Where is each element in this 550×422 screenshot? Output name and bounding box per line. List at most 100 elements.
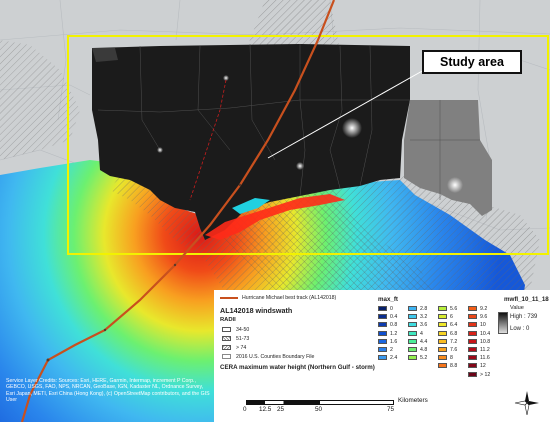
maxft-label: 4 xyxy=(420,330,423,337)
maxft-swatch xyxy=(468,330,477,336)
maxft-label: 7.6 xyxy=(450,347,458,353)
maxft-label: > 12 xyxy=(480,371,491,378)
maxft-label: 5.6 xyxy=(450,306,458,312)
study-area-raster xyxy=(92,44,410,240)
bay-inundation xyxy=(232,198,270,214)
city-lights-small-3 xyxy=(157,147,163,153)
maxft-label: 2.8 xyxy=(420,306,428,312)
maxft-swatch xyxy=(438,330,447,336)
attribution-text: Service Layer Credits: Sources: Esri, HE… xyxy=(6,378,210,403)
raster-gray-block xyxy=(404,100,492,216)
maxft-label: 10.8 xyxy=(480,338,491,345)
legend-best-track: Hurricane Michael best track (AL142018) xyxy=(242,295,337,301)
maxft-swatch xyxy=(468,355,477,361)
north-arrow-icon xyxy=(514,391,539,416)
track-point xyxy=(46,358,50,362)
maxft-label: 4.8 xyxy=(420,347,428,353)
raster-gray-north xyxy=(92,48,118,62)
maxft-swatch xyxy=(468,322,477,328)
maxft-label: 8 xyxy=(450,355,453,362)
maxft-label: 6.4 xyxy=(450,322,458,329)
radii-swatch-74 xyxy=(222,345,231,350)
maxft-swatch xyxy=(438,355,447,361)
maxft-swatch xyxy=(438,314,447,320)
maxft-label: 11.2 xyxy=(480,347,490,353)
radii-swatch-34 xyxy=(222,327,231,332)
track-points xyxy=(46,183,242,362)
maxft-swatch xyxy=(378,314,387,320)
maxft-label: 3.2 xyxy=(420,314,428,321)
maxft-label: 0.8 xyxy=(390,322,398,329)
maxft-label: 0.4 xyxy=(390,314,398,321)
radii-swatch-51 xyxy=(222,336,231,341)
maxft-label: 3.6 xyxy=(420,322,428,329)
maxft-label: 12 xyxy=(480,363,486,370)
city-lights-small-1 xyxy=(296,162,304,170)
maxft-swatch xyxy=(408,306,417,311)
city-lights-tallahassee xyxy=(342,118,362,138)
city-lights-small-2 xyxy=(223,75,229,81)
radii-label-0: 34-50 xyxy=(236,327,250,333)
callout-leader xyxy=(267,69,425,159)
maxft-label: 9.6 xyxy=(480,314,488,321)
maxft-swatch xyxy=(408,322,417,328)
maxft-label: 6 xyxy=(450,314,453,321)
maxft-label: 4.4 xyxy=(420,338,428,345)
maxft-swatch xyxy=(408,338,417,344)
maxft-swatch xyxy=(468,314,477,320)
wind-radii-left xyxy=(0,40,80,160)
maxft-label: 6.8 xyxy=(450,330,458,337)
forecast-track xyxy=(189,79,227,201)
scale-tick-0: 0 xyxy=(243,406,247,413)
study-area-label: Study area xyxy=(440,55,504,69)
maxft-label: 9.2 xyxy=(480,306,488,312)
maxft-swatch xyxy=(378,347,387,352)
maxft-swatch xyxy=(438,338,447,344)
legend-raster-title: mwfl_10_11_18 xyxy=(504,296,549,303)
maxft-swatch xyxy=(468,306,477,311)
maxft-swatch xyxy=(438,363,447,369)
legend-counties: 2016 U.S. Counties Boundary File xyxy=(236,354,315,360)
county-boundaries xyxy=(97,43,480,200)
maxft-swatch xyxy=(468,338,477,344)
track-point xyxy=(173,263,177,267)
city-lights-east xyxy=(447,177,463,193)
maxft-label: 10 xyxy=(480,322,486,329)
coastal-inundation xyxy=(205,194,345,240)
maxft-swatch xyxy=(438,347,447,352)
maxft-swatch xyxy=(468,347,477,352)
scale-unit: Kilometers xyxy=(398,397,428,404)
legend-raster-value: Value xyxy=(510,305,524,311)
maxft-label: 2.4 xyxy=(390,355,398,362)
maxft-label: 0 xyxy=(390,306,393,312)
scale-bar xyxy=(246,400,394,405)
maxft-label: 2 xyxy=(390,347,393,353)
maxft-swatch xyxy=(378,330,387,336)
scale-tick-4: 75 xyxy=(387,406,395,413)
maxft-swatch xyxy=(408,314,417,320)
legend-cera-title: CERA maximum water height (Northern Gulf… xyxy=(220,364,375,371)
legend-radii-title: RADII xyxy=(220,317,236,323)
maxft-label: 7.2 xyxy=(450,338,458,345)
maxft-label: 11.6 xyxy=(480,355,490,362)
maxft-swatch xyxy=(378,355,387,361)
maxft-swatch xyxy=(438,306,447,311)
legend-raster-low: Low : 0 xyxy=(510,326,530,332)
radii-label-1: 51-73 xyxy=(236,336,250,342)
scale-tick-1: 12.5 xyxy=(259,406,272,413)
counties-swatch xyxy=(222,354,231,359)
maxft-label: 10.4 xyxy=(480,330,491,337)
study-area-box xyxy=(67,35,549,255)
maxft-swatch xyxy=(468,363,477,369)
maxft-swatch xyxy=(438,322,447,328)
legend-raster-high: High : 739 xyxy=(510,314,538,320)
legend-maxft-title: max_ft xyxy=(378,296,398,303)
maxft-swatch xyxy=(378,306,387,311)
maxft-label: 1.6 xyxy=(390,338,398,345)
maxft-label: 8.8 xyxy=(450,363,458,370)
maxft-swatch xyxy=(408,347,417,352)
legend-windswath-title: AL142018 windswath xyxy=(220,306,293,315)
track-point xyxy=(238,183,242,187)
maxft-label: 5.2 xyxy=(420,355,428,362)
